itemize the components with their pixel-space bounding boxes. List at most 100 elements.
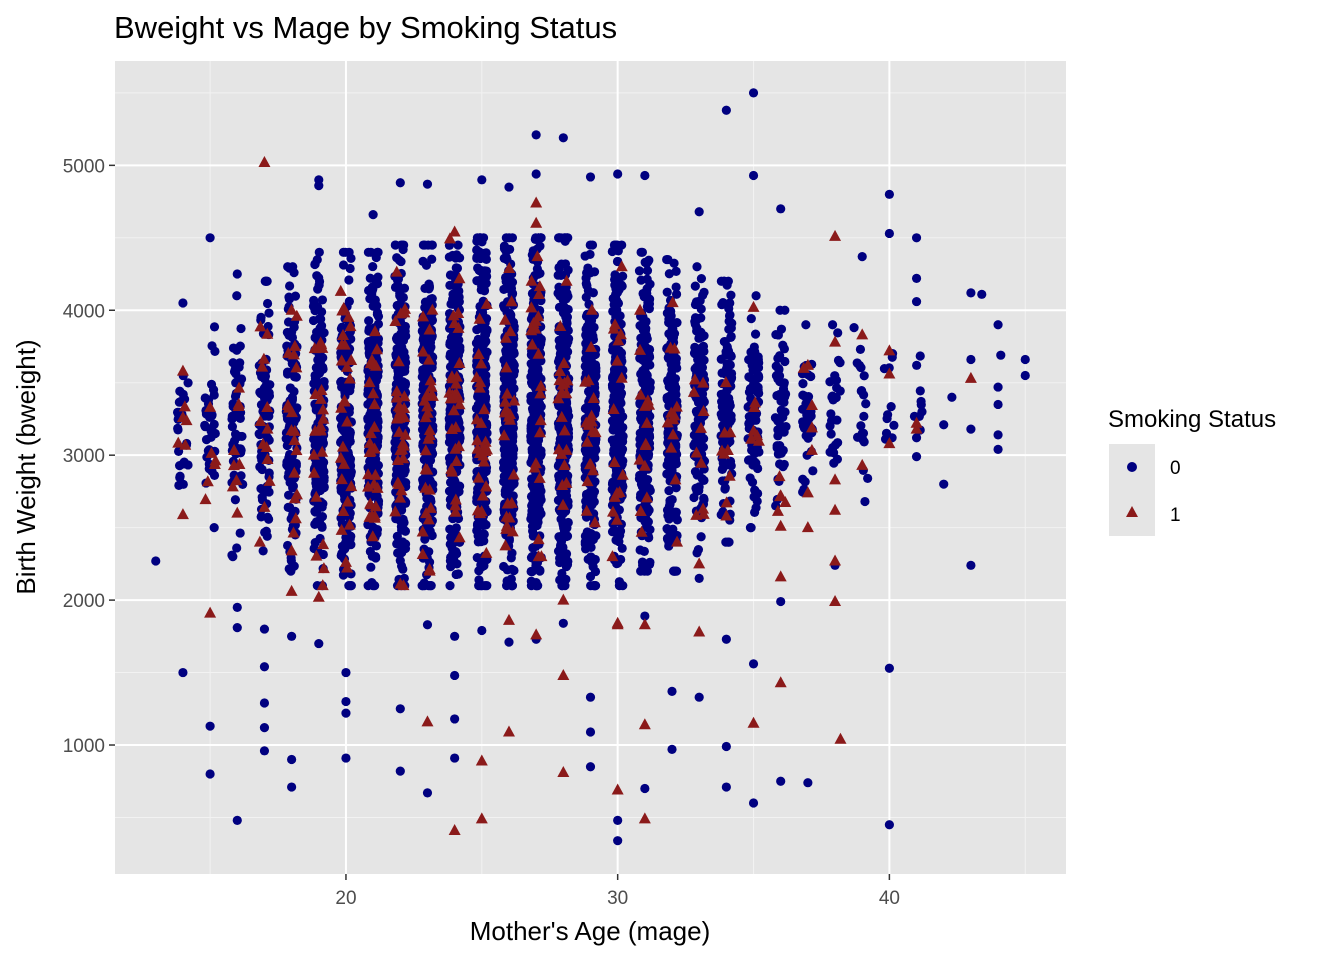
data-point-nonsmoker — [445, 351, 455, 362]
data-point-smoker — [288, 434, 301, 446]
data-point-nonsmoker — [423, 240, 433, 250]
data-point-nonsmoker — [667, 686, 677, 697]
data-point-nonsmoker — [832, 383, 842, 393]
data-point-nonsmoker — [860, 496, 870, 507]
data-point-smoker — [453, 357, 466, 369]
data-point-smoker — [422, 513, 435, 525]
data-point-nonsmoker — [825, 447, 835, 457]
data-point-smoker — [205, 446, 218, 458]
data-point-smoker — [308, 466, 321, 478]
data-point-smoker — [720, 509, 733, 521]
data-point-nonsmoker — [452, 263, 463, 273]
data-point-smoker — [473, 312, 486, 324]
data-point-nonsmoker — [718, 297, 728, 308]
data-point-nonsmoker — [912, 360, 922, 370]
data-point-nonsmoker — [854, 360, 865, 370]
data-point-nonsmoker — [480, 396, 490, 407]
data-point-nonsmoker — [553, 270, 563, 280]
data-point-nonsmoker — [341, 667, 351, 678]
data-point-nonsmoker — [453, 240, 463, 250]
data-point-smoker — [634, 343, 647, 355]
data-point-nonsmoker — [396, 561, 407, 571]
data-point-smoker — [339, 555, 352, 567]
data-point-nonsmoker — [1020, 354, 1030, 365]
data-point-smoker — [334, 284, 347, 296]
data-point-nonsmoker — [638, 371, 649, 381]
data-point-smoker — [232, 400, 245, 412]
data-point-nonsmoker — [259, 698, 270, 708]
data-point-smoker — [419, 481, 432, 493]
data-point-smoker — [774, 519, 787, 531]
data-point-nonsmoker — [450, 753, 460, 763]
data-point-smoker — [390, 385, 403, 397]
data-point-smoker — [532, 347, 545, 359]
data-point-nonsmoker — [479, 286, 490, 296]
data-point-nonsmoker — [825, 421, 835, 431]
data-point-smoker — [748, 400, 761, 412]
data-point-nonsmoker — [178, 667, 188, 678]
data-point-smoker — [610, 486, 623, 498]
data-point-smoker — [533, 426, 546, 438]
data-point-nonsmoker — [475, 275, 485, 286]
data-point-nonsmoker — [311, 478, 321, 488]
data-point-nonsmoker — [528, 526, 538, 536]
data-point-nonsmoker — [554, 354, 564, 364]
data-point-smoker — [317, 538, 330, 550]
data-point-nonsmoker — [884, 189, 894, 199]
data-point-nonsmoker — [289, 372, 300, 382]
data-point-smoker — [448, 316, 461, 328]
data-point-smoker — [534, 379, 547, 391]
data-point-nonsmoker — [424, 474, 434, 484]
data-point-smoker — [452, 440, 465, 452]
data-point-nonsmoker — [236, 323, 246, 334]
data-point-nonsmoker — [314, 638, 324, 649]
data-point-smoker — [288, 466, 301, 478]
data-point-smoker — [635, 525, 648, 537]
data-point-nonsmoker — [317, 521, 327, 531]
data-point-smoker — [910, 422, 923, 434]
data-point-smoker — [530, 628, 543, 640]
data-point-nonsmoker — [317, 512, 328, 522]
data-point-nonsmoker — [671, 383, 681, 393]
data-point-smoker — [424, 501, 437, 513]
data-point-smoker — [638, 459, 651, 471]
data-point-smoker — [344, 320, 357, 332]
data-point-smoker — [500, 510, 513, 522]
data-point-smoker — [501, 387, 514, 399]
data-point-smoker — [368, 358, 381, 370]
data-point-nonsmoker — [287, 327, 297, 337]
data-point-smoker — [533, 280, 546, 292]
data-point-nonsmoker — [993, 444, 1003, 454]
data-point-nonsmoker — [582, 281, 592, 291]
data-point-smoker — [337, 328, 350, 340]
data-point-nonsmoker — [692, 297, 702, 308]
data-point-nonsmoker — [611, 535, 621, 545]
data-point-smoker — [369, 325, 382, 337]
data-point-nonsmoker — [558, 133, 568, 143]
y-tick-label: 5000 — [63, 156, 105, 177]
data-point-nonsmoker — [618, 581, 628, 591]
data-point-smoker — [472, 471, 485, 483]
data-point-nonsmoker — [530, 491, 540, 502]
data-point-smoker — [335, 523, 348, 535]
data-point-nonsmoker — [608, 382, 618, 393]
data-point-smoker — [507, 468, 520, 480]
data-point-nonsmoker — [694, 692, 704, 702]
data-point-nonsmoker — [667, 351, 677, 362]
data-point-smoker — [829, 335, 842, 347]
data-point-smoker — [829, 473, 842, 485]
data-point-smoker — [612, 334, 625, 346]
data-point-smoker — [368, 477, 381, 489]
data-point-smoker — [638, 618, 651, 630]
data-point-smoker — [422, 353, 435, 365]
data-point-smoker — [285, 584, 298, 596]
data-point-nonsmoker — [637, 432, 647, 443]
data-point-smoker — [342, 310, 355, 322]
data-point-smoker — [745, 432, 758, 444]
data-point-nonsmoker — [662, 505, 673, 515]
data-point-nonsmoker — [507, 564, 517, 574]
data-point-nonsmoker — [451, 569, 461, 580]
data-point-smoker — [532, 533, 545, 545]
data-point-smoker — [476, 489, 489, 501]
